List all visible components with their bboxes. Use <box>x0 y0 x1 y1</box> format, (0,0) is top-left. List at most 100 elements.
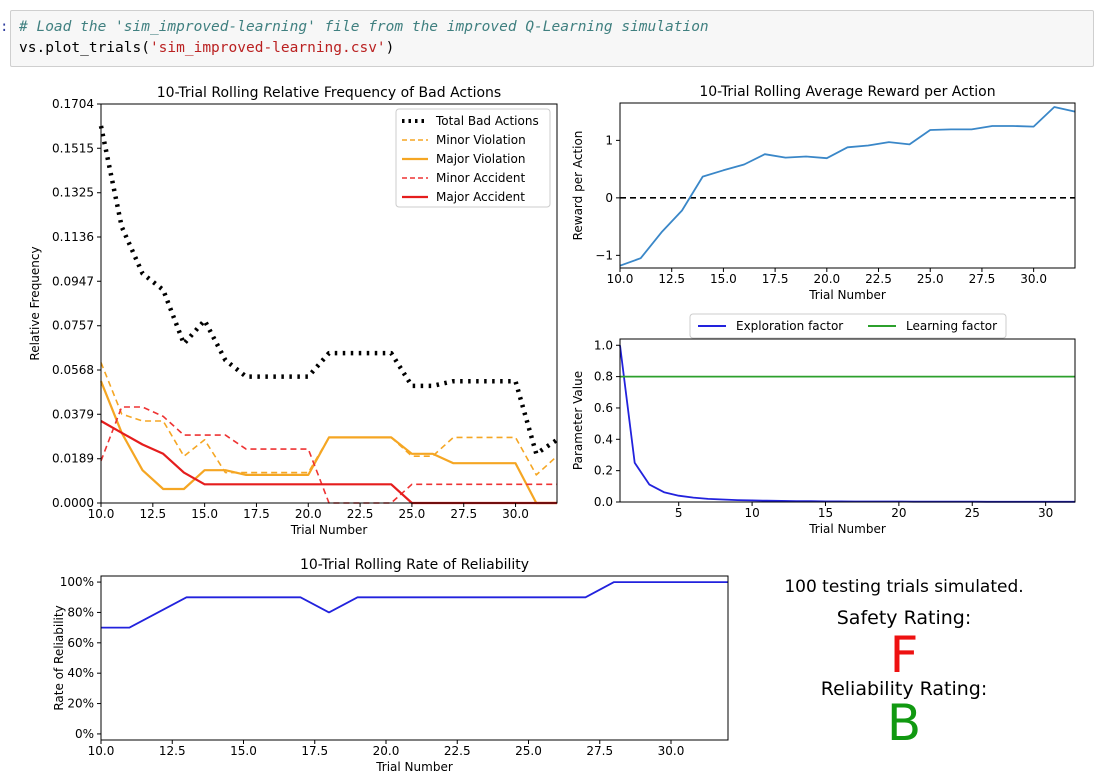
bad-actions-xtick-label: 15.0 <box>191 507 218 521</box>
reward-ytick-label: 0 <box>605 191 613 205</box>
bad-actions-legend-label: Total Bad Actions <box>435 114 539 128</box>
code-close-paren: ) <box>385 40 395 56</box>
reliability-xtick-label: 15.0 <box>230 744 257 758</box>
bad-actions-xtick-label: 20.0 <box>295 507 322 521</box>
reward-xtick-label: 10.0 <box>607 272 634 286</box>
bad-actions-xtick-label: 22.5 <box>347 507 374 521</box>
parameters-ytick-label: 0.8 <box>594 370 613 384</box>
parameters-legend-label: Exploration factor <box>736 319 843 333</box>
code-function: vs.plot_trials( <box>19 40 150 56</box>
code-call-line: vs.plot_trials('sim_improved-learning.cs… <box>19 40 394 56</box>
reliability-xtick-label: 20.0 <box>373 744 400 758</box>
reward-frame <box>619 102 1076 269</box>
parameters-frame <box>619 338 1076 503</box>
parameters-xtick-label: 20 <box>891 506 906 520</box>
safety-rating-label: Safety Rating: <box>837 607 971 629</box>
reward-xtick-label: 25.0 <box>917 272 944 286</box>
bad-actions-ytick-label: 0.0189 <box>52 452 94 466</box>
reward-ylabel: Reward per Action <box>571 131 585 241</box>
parameters-ytick-label: 0.0 <box>594 495 613 509</box>
parameters-xlabel: Trial Number <box>808 522 886 536</box>
reward-xtick-label: 15.0 <box>710 272 737 286</box>
reward-xtick-label: 20.0 <box>813 272 840 286</box>
parameters-ytick-label: 0.6 <box>594 401 613 415</box>
parameters-legend <box>689 313 1007 339</box>
bad-actions-xtick-label: 25.0 <box>399 507 426 521</box>
cell-prompt: : <box>0 19 9 35</box>
reward-ytick-label: 1 <box>605 133 613 147</box>
reliability-xtick-label: 10.0 <box>88 744 115 758</box>
bad-actions-xtick-label: 30.0 <box>502 507 529 521</box>
parameters-legend-label: Learning factor <box>906 319 997 333</box>
parameters-xtick-label: 15 <box>818 506 833 520</box>
reliability-xlabel: Trial Number <box>375 760 453 774</box>
reward-xlabel: Trial Number <box>808 288 886 302</box>
reward-xtick-label: 22.5 <box>865 272 892 286</box>
bad-actions-ytick-label: 0.0568 <box>52 363 94 377</box>
bad-actions-series-0 <box>98 125 559 457</box>
parameters-ytick-label: 0.4 <box>594 432 613 446</box>
bad-actions-ytick-label: 0.0757 <box>52 319 94 333</box>
reliability-ytick-label: 0% <box>75 727 94 741</box>
reliability-xtick-label: 17.5 <box>301 744 328 758</box>
reliability-frame <box>100 575 729 741</box>
reliability-xtick-label: 30.0 <box>658 744 685 758</box>
bad-actions-series-4 <box>100 420 557 505</box>
code-cell[interactable]: # Load the 'sim_improved-learning' file … <box>10 10 1094 67</box>
bad-actions-ytick-label: 0.0947 <box>52 274 94 288</box>
reward-xtick-label: 17.5 <box>762 272 789 286</box>
bad-actions-ytick-label: 0.1515 <box>52 141 94 155</box>
reliability-title: 10-Trial Rolling Rate of Reliability <box>300 557 529 573</box>
reliability-xtick-label: 25.0 <box>515 744 542 758</box>
reliability-series-0 <box>101 581 728 629</box>
reward-title: 10-Trial Rolling Average Reward per Acti… <box>699 84 995 100</box>
bad-actions-legend-label: Major Violation <box>436 152 525 166</box>
parameters-xtick-label: 25 <box>965 506 980 520</box>
bad-actions-series-2 <box>99 380 557 505</box>
parameters-series-0 <box>619 345 1075 503</box>
reward-ytick-label: −1 <box>595 248 613 262</box>
bad-actions-xtick-label: 10.0 <box>88 507 115 521</box>
reward-xtick-label: 12.5 <box>658 272 685 286</box>
parameters-xtick-label: 30 <box>1038 506 1053 520</box>
reliability-ytick-label: 40% <box>67 666 94 680</box>
bad-actions-xtick-label: 17.5 <box>243 507 270 521</box>
reliability-ytick-label: 80% <box>67 605 94 619</box>
bad-actions-legend-label: Major Accident <box>436 190 525 204</box>
bad-actions-ytick-label: 0.1704 <box>52 97 94 111</box>
reward-xtick-label: 30.0 <box>1020 272 1047 286</box>
bad-actions-ytick-label: 0.1136 <box>52 230 94 244</box>
reliability-rating-label: Reliability Rating: <box>821 678 988 700</box>
reliability-ytick-label: 100% <box>60 575 94 589</box>
bad-actions-frame <box>100 103 558 504</box>
reliability-ytick-label: 20% <box>67 697 94 711</box>
reward-series-0 <box>619 106 1076 267</box>
parameters-xtick-label: 5 <box>675 506 683 520</box>
code-comment-line: # Load the 'sim_improved-learning' file … <box>19 19 709 35</box>
bad-actions-legend <box>395 108 551 208</box>
bad-actions-ylabel: Relative Frequency <box>28 246 42 360</box>
bad-actions-legend-label: Minor Violation <box>436 133 526 147</box>
bad-actions-legend-label: Minor Accident <box>436 171 526 185</box>
trials-simulated-text: 100 testing trials simulated. <box>784 577 1023 597</box>
reliability-xtick-label: 22.5 <box>444 744 471 758</box>
bad-actions-title: 10-Trial Rolling Relative Frequency of B… <box>157 85 501 101</box>
bad-actions-ytick-label: 0.0379 <box>52 407 94 421</box>
parameters-ytick-label: 0.2 <box>594 464 613 478</box>
parameters-ytick-label: 1.0 <box>594 338 613 352</box>
bad-actions-xtick-label: 12.5 <box>139 507 166 521</box>
safety-rating-grade: F <box>890 626 919 684</box>
bad-actions-ytick-label: 0.1325 <box>52 186 94 200</box>
reliability-xtick-label: 27.5 <box>586 744 613 758</box>
reliability-rating-grade: B <box>887 694 921 752</box>
reward-xtick-label: 27.5 <box>969 272 996 286</box>
parameters-ylabel: Parameter Value <box>571 371 585 470</box>
bad-actions-xtick-label: 27.5 <box>450 507 477 521</box>
bad-actions-series-1 <box>100 362 558 476</box>
code-string-argument: 'sim_improved-learning.csv' <box>149 40 386 56</box>
reliability-xtick-label: 12.5 <box>159 744 186 758</box>
bad-actions-xlabel: Trial Number <box>290 523 368 537</box>
reliability-ytick-label: 60% <box>67 636 94 650</box>
bad-actions-ytick-label: 0.0000 <box>52 496 94 510</box>
